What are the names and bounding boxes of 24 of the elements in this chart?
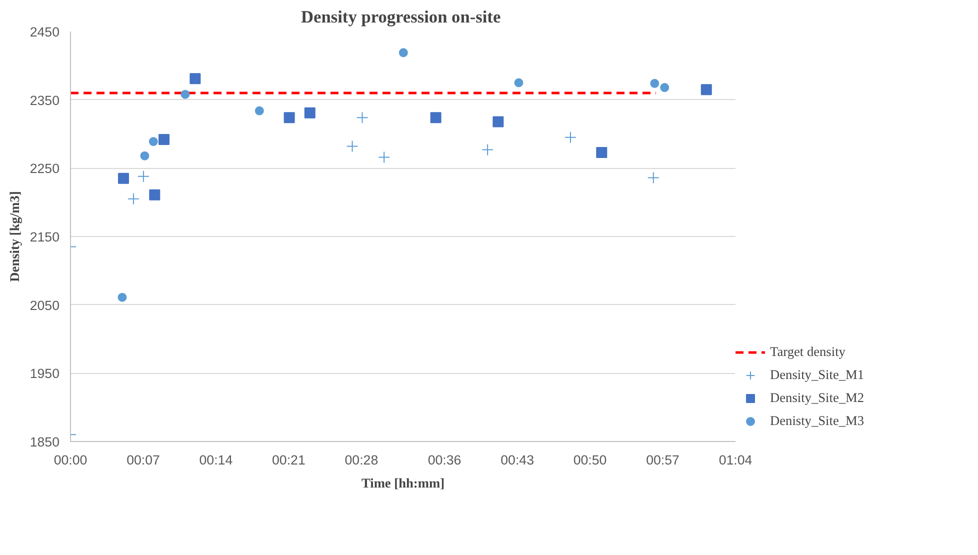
x-tick-label: 00:50 <box>573 452 607 468</box>
legend-label: Density_Site_M1 <box>770 367 864 383</box>
legend-label: Target density <box>770 344 846 360</box>
x-axis-title: Time [hh:mm] <box>361 476 445 490</box>
y-tick-label: 2050 <box>30 298 60 313</box>
x-tick-label: 00:00 <box>54 452 88 468</box>
x-tick-label: 00:21 <box>272 452 306 468</box>
x-tick-label: 00:28 <box>344 452 378 468</box>
x-tick-label: 00:36 <box>428 452 462 468</box>
x-tick-label: 01:04 <box>718 452 753 468</box>
y-tick-label: 2150 <box>30 230 60 244</box>
y-tick-label: 2350 <box>30 92 60 108</box>
x-tick-label: 00:07 <box>126 452 160 468</box>
y-tick-label: 1850 <box>30 434 60 450</box>
y-tick-label: 2250 <box>30 161 60 176</box>
y-tick-label: 2450 <box>30 24 60 40</box>
chart-title: Density progression on-site <box>301 8 501 26</box>
x-tick-label: 00:57 <box>646 452 680 468</box>
legend-label: Denisty_Site_M3 <box>770 413 864 429</box>
x-tick-label: 00:43 <box>500 452 534 468</box>
legend-label: Density_Site_M2 <box>770 390 864 406</box>
x-tick-label: 00:14 <box>199 452 234 468</box>
y-tick-label: 1950 <box>30 366 60 382</box>
y-axis-title: Density [kg/m3] <box>6 191 22 282</box>
